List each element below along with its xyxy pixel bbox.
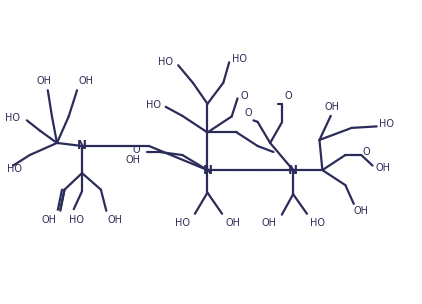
Text: HO: HO (175, 218, 190, 228)
Text: O: O (363, 147, 371, 157)
Text: O: O (285, 91, 292, 101)
Text: HO: HO (158, 57, 173, 67)
Text: N: N (77, 140, 87, 153)
Text: OH: OH (41, 215, 56, 225)
Text: OH: OH (261, 218, 276, 228)
Text: O: O (133, 146, 141, 155)
Text: N: N (203, 164, 212, 177)
Text: OH: OH (126, 155, 141, 165)
Text: O: O (245, 108, 253, 118)
Text: OH: OH (225, 218, 240, 228)
Text: OH: OH (376, 163, 390, 173)
Text: HO: HO (146, 100, 161, 110)
Text: OH: OH (79, 76, 94, 86)
Text: HO: HO (69, 215, 84, 225)
Text: HO: HO (379, 119, 394, 129)
Text: HO: HO (232, 54, 247, 64)
Text: N: N (288, 164, 298, 177)
Text: OH: OH (36, 76, 51, 86)
Text: O: O (241, 91, 249, 101)
Text: HO: HO (310, 218, 325, 228)
Text: HO: HO (7, 164, 22, 174)
Text: OH: OH (354, 206, 369, 216)
Text: HO: HO (5, 113, 20, 123)
Text: OH: OH (108, 215, 123, 225)
Text: OH: OH (325, 102, 340, 112)
